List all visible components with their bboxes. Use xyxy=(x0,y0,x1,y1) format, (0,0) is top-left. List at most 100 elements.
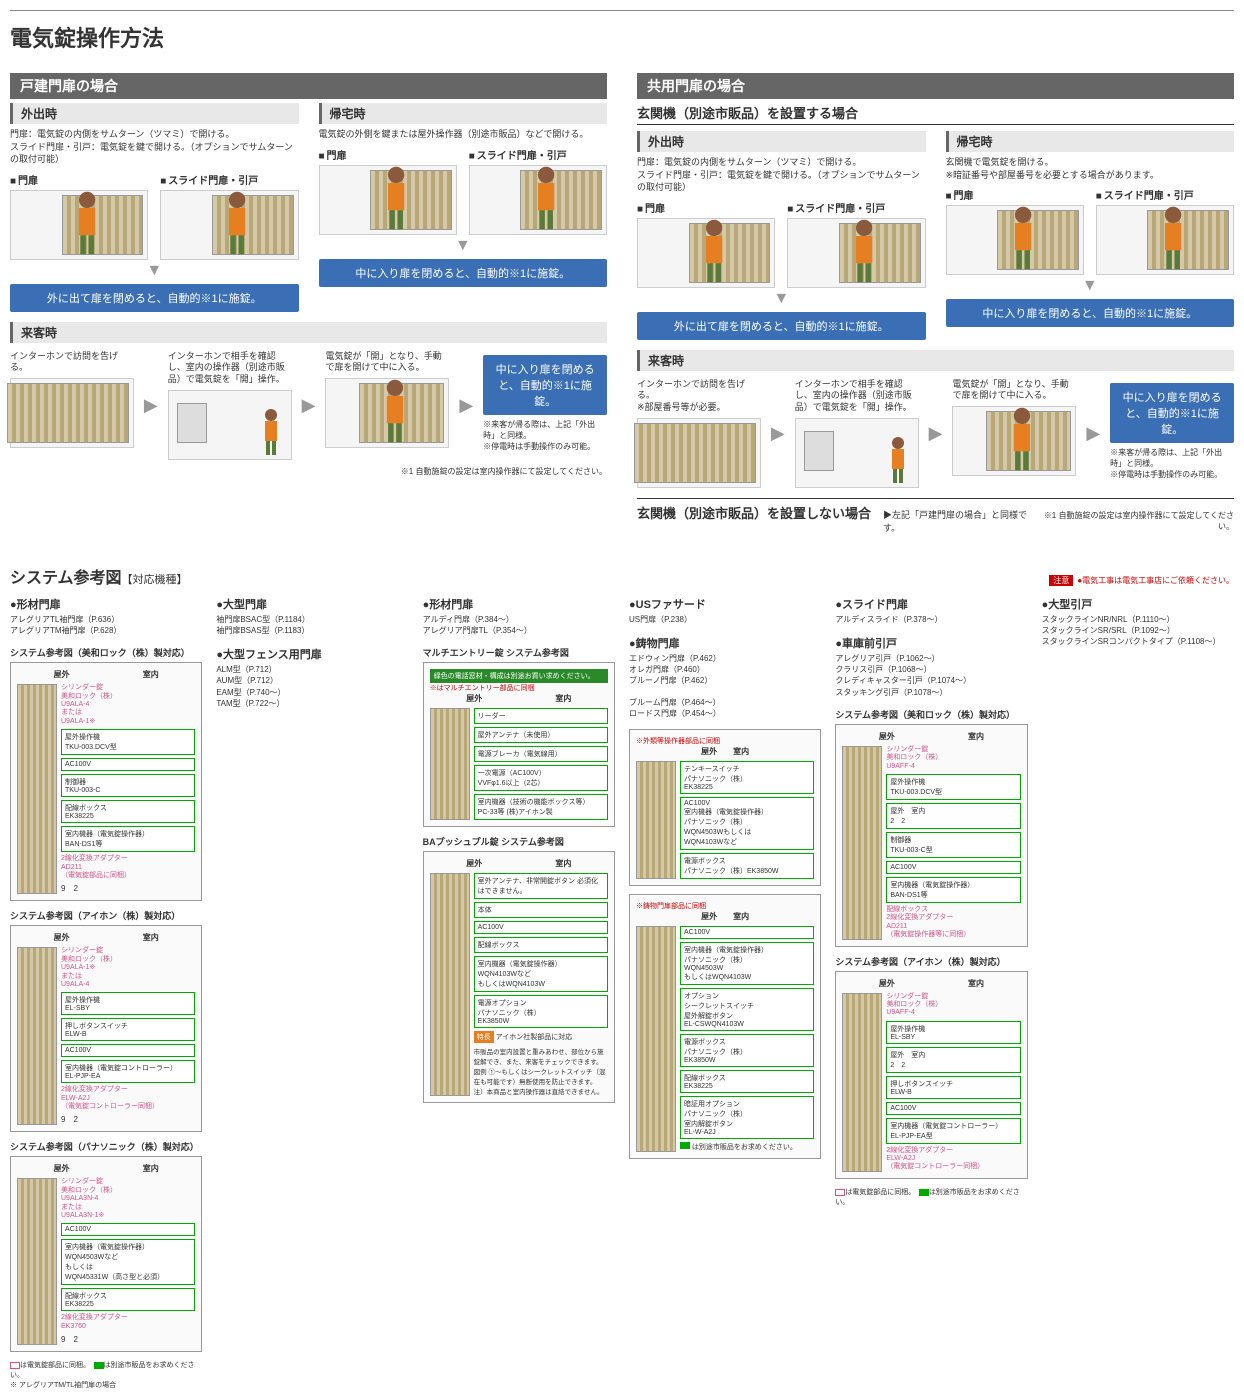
visitor-step1: インターホンで訪問を告げる。 ※部屋番号等が必要。 xyxy=(637,379,761,414)
system-diagram: ※外類等操作器部品に同梱屋外 室内テンキースイッチ パナソニック（株） EK38… xyxy=(629,729,821,886)
result-box: 中に入り扉を閉めると、自動的※1に施錠。 xyxy=(946,299,1235,327)
gate-label: 門扉 xyxy=(10,172,148,187)
diagram-title: BAプッシュプル錠 システム参考図 xyxy=(423,835,615,848)
arrow-down-icon: ▼ xyxy=(637,290,926,308)
section-head-left: 戸建門扉の場合 xyxy=(10,73,607,99)
visitor-notes: ※来客が帰る際は、上記「外出時」と同様。 ※停電時は手動操作のみ可能。 xyxy=(483,419,607,453)
arrow-right-icon: ▶ xyxy=(144,395,158,416)
diagram-title: システム参考図（美和ロック（株）製対応） xyxy=(10,646,202,659)
diagram-title: システム参考図（パナソニック（株）製対応） xyxy=(10,1140,202,1153)
visitor-step3: 電気錠が「開」となり、手動で扉を開けて中に入る。 xyxy=(325,351,449,374)
arrow-down-icon: ▼ xyxy=(319,237,608,255)
system-reference: システム参考図【対応機種】 注意●電気工事は電気工事店にご依頼ください。 形材門… xyxy=(10,564,1234,1390)
category-head: 大型フェンス用門扉 xyxy=(216,646,408,662)
category-head: USファサード xyxy=(629,596,821,612)
category-list: ALM型（P.712） AUM型（P.712） EAM型（P.740〜） TAM… xyxy=(216,664,408,709)
scenario-home: 帰宅時 xyxy=(319,103,608,124)
diagram-title: マルチエントリー錠 システム参考図 xyxy=(423,646,615,659)
left-column: 戸建門扉の場合 外出時 門扉：電気錠の内側をサムターン（ツマミ）で開ける。 スラ… xyxy=(10,73,607,534)
result-box: 中に入り扉を閉めると、自動的※1に施錠。 xyxy=(483,355,607,415)
category-list: アレグリアTL袖門扉（P.636） アレグリアTM袖門扉（P.628） xyxy=(10,614,202,636)
scenario-home: 帰宅時 xyxy=(946,131,1235,152)
diagram-title: システム参考図（アイホン（株）製対応） xyxy=(835,955,1027,968)
category-head: 形材門扉 xyxy=(423,596,615,612)
category-list: アルディ門扉（P.384〜） アレグリア門扉TL（P.354〜） xyxy=(423,614,615,636)
category-list: ブルーム門扉（P.464〜） ロードス門扉（P.454〜） xyxy=(629,697,821,719)
category-head: 形材門扉 xyxy=(10,596,202,612)
scenario-out: 外出時 xyxy=(10,103,299,124)
result-box: 中に入り扉を閉めると、自動的※1に施錠。 xyxy=(1110,383,1234,443)
illust-gate xyxy=(160,190,298,260)
visitor-step3: 電気錠が「開」となり、手動で扉を開けて中に入る。 xyxy=(952,379,1076,402)
system-diagram: 屋外室内室外アンテナ、非常開錠ボタン 必須化はできません。本体AC100V配線ボ… xyxy=(423,851,615,1103)
gate-label: スライド門扉・引戸 xyxy=(1096,187,1234,202)
system-diagram: ※鋳物門扉部品に同梱屋外 室内AC100V室内機器（電気錠操作器） パナソニック… xyxy=(629,894,821,1159)
category-head: 車庫前引戸 xyxy=(835,635,1027,651)
illust xyxy=(168,390,292,460)
sys-title: システム参考図【対応機種】 xyxy=(10,564,188,588)
visitor-notes: ※来客が帰る際は、上記「外出時」と同様。 ※停電時は手動操作のみ可能。 xyxy=(1110,447,1234,481)
category-list: エドウィン門扉（P.462） オレガ門扉（P.460） ブルーノ門扉（P.462… xyxy=(629,653,821,687)
section-head-right: 共用門扉の場合 xyxy=(637,73,1234,99)
visitor-step1: インターホンで訪問を告げる。 xyxy=(10,351,134,374)
arrow-right-icon: ▶ xyxy=(1086,423,1100,444)
arrow-right-icon: ▶ xyxy=(771,423,785,444)
arrow-right-icon: ▶ xyxy=(459,395,473,416)
home-desc: 電気錠の外側を鍵または屋外操作器（別途市販品）などで開ける。 xyxy=(319,128,608,141)
category-list: アレグリア引戸（P.1062〜） クラリス引戸（P.1068〜） クレディキャス… xyxy=(835,653,1027,698)
illust-gate xyxy=(946,205,1084,275)
subsection-2: 玄関機（別途市販品）を設置しない場合 xyxy=(637,503,871,524)
category-list: US門扉（P.238） xyxy=(629,614,821,625)
legend: は電気錠部品に同梱。 は別途市販品をお求めください。※ アレグリアTM/TL袖門… xyxy=(10,1360,202,1390)
footnote: ※1 自動施錠の設定は室内操作器にて設定してください。 xyxy=(10,466,607,477)
scenario-out: 外出時 xyxy=(637,131,926,152)
illust xyxy=(325,378,449,448)
gate-label: 門扉 xyxy=(319,147,457,162)
illust-gate xyxy=(1096,205,1234,275)
illust-gate xyxy=(319,165,457,235)
illust-gate xyxy=(787,218,925,288)
footnote: ※1 自動施錠の設定は室内操作器にて設定してください。 xyxy=(1044,510,1234,532)
illust xyxy=(795,418,919,488)
result-box: 中に入り扉を閉めると、自動的※1に施錠。 xyxy=(319,259,608,287)
out-desc: 門扉：電気錠の内側をサムターン（ツマミ）で開ける。 スライド門扉・引戸：電気錠を… xyxy=(10,128,299,166)
system-diagram: 屋外室内シリンダー錠 美和ロック（株） U9ALA-1※ または U9ALA-4… xyxy=(10,925,202,1132)
result-box: 外に出て扉を閉めると、自動的※1に施錠。 xyxy=(10,284,299,312)
system-diagram: 屋外室内シリンダー錠 美和ロック（株） U9AFF-4屋外操作機 EL-SBY屋… xyxy=(835,971,1027,1179)
arrow-down-icon: ▼ xyxy=(10,262,299,280)
scenario-visitor: 来客時 xyxy=(10,322,607,343)
gate-label: スライド門扉・引戸 xyxy=(469,147,607,162)
category-head: 大型門扉 xyxy=(216,596,408,612)
subsection-1: 玄関機（別途市販品）を設置する場合 xyxy=(637,103,1234,125)
page-title: 電気錠操作方法 xyxy=(10,21,1234,53)
gate-label: 門扉 xyxy=(946,187,1084,202)
illust-gate xyxy=(637,218,775,288)
right-column: 共用門扉の場合 玄関機（別途市販品）を設置する場合 外出時 門扉：電気錠の内側を… xyxy=(637,73,1234,534)
category-list: 袖門扉BSAC型（P.1184） 袖門扉BSAS型（P.1183） xyxy=(216,614,408,636)
category-list: スタックラインNR/NRL（P.1110〜） スタックラインSR/SRL（P.1… xyxy=(1042,614,1234,648)
visitor-step2: インターホンで相手を確認し、室内の操作器（別途市販品）で電気錠を「開」操作。 xyxy=(168,351,292,386)
category-list: アルディスライド（P.378〜） xyxy=(835,614,1027,625)
scenario-visitor: 来客時 xyxy=(637,350,1234,371)
system-diagram: 緑色の電話窓材・構成は別途お買い求めください。※はマルチエントリー部品に同梱屋外… xyxy=(423,662,615,827)
category-head: 大型引戸 xyxy=(1042,596,1234,612)
home-desc: 玄関機で電気錠を開ける。 ※暗証番号や部屋番号を必要とする場合があります。 xyxy=(946,156,1235,181)
arrow-right-icon: ▶ xyxy=(929,423,943,444)
system-diagram: 屋外室内シリンダー錠 美和ロック（株） U9ALA3N-4 または U9ALA3… xyxy=(10,1156,202,1352)
illust xyxy=(952,406,1076,476)
illust-gate xyxy=(10,190,148,260)
category-head: 鋳物門扉 xyxy=(629,635,821,651)
gate-label: スライド門扉・引戸 xyxy=(787,200,925,215)
diagram-title: システム参考図（美和ロック（株）製対応） xyxy=(835,708,1027,721)
legend: は電気錠部品に同梱。 は別途市販品をお求めください。 xyxy=(835,1187,1027,1207)
system-diagram: 屋外室内シリンダー錠 美和ロック（株） U9ALA-4 または U9ALA-1※… xyxy=(10,662,202,901)
category-head: スライド門扉 xyxy=(835,596,1027,612)
visitor-step2: インターホンで相手を確認し、室内の操作器（別途市販品）で電気錠を「開」操作。 xyxy=(795,379,919,414)
sub2-note: ▶左記「戸建門扉の場合」と同様です。 xyxy=(883,508,1032,534)
system-diagram: 屋外室内シリンダー錠 美和ロック（株） U9AFF-4屋外操作機 TKU-003… xyxy=(835,724,1027,947)
illust-gate xyxy=(469,165,607,235)
warning: 注意●電気工事は電気工事店にご依頼ください。 xyxy=(1049,575,1234,586)
result-box: 外に出て扉を閉めると、自動的※1に施錠。 xyxy=(637,312,926,340)
arrow-right-icon: ▶ xyxy=(302,395,316,416)
diagram-title: システム参考図（アイホン（株）製対応） xyxy=(10,909,202,922)
